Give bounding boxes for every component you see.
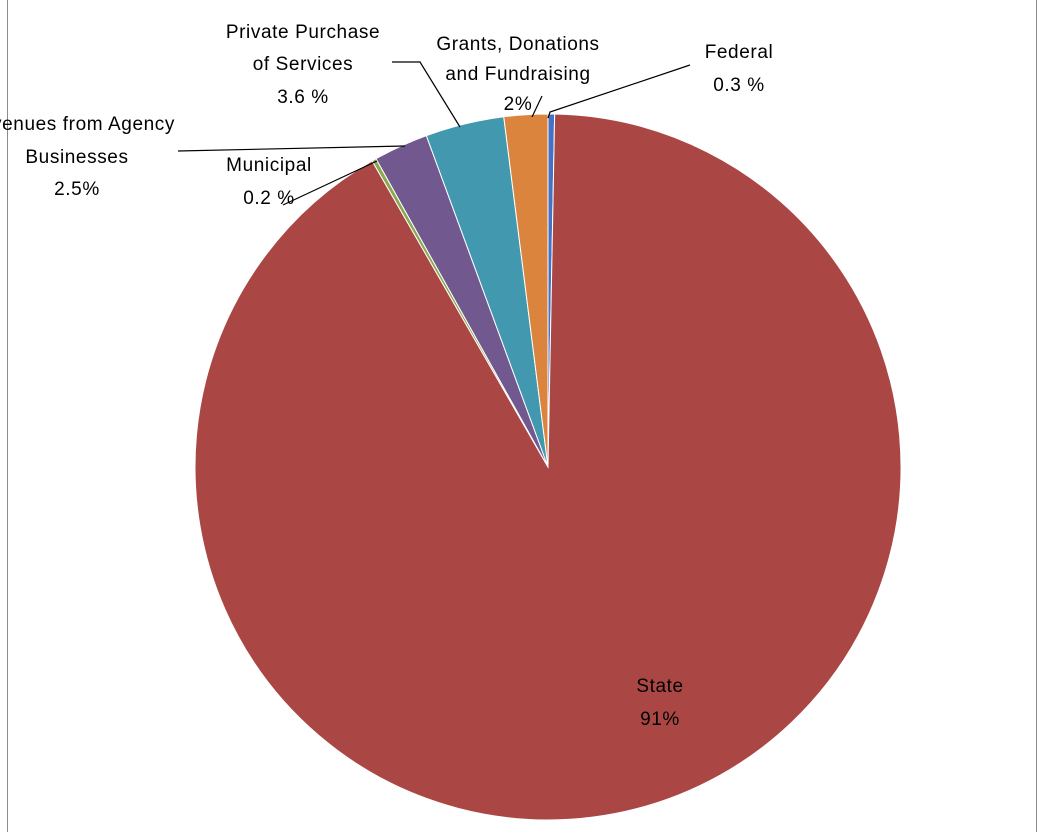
label-agency-name: Revenues from Agency (0, 114, 175, 135)
slice-labels: Federal 0.3 % State 91% Municipal 0.2 % … (0, 22, 773, 730)
pie-slice-grants-donations-and-fundraising (503, 113, 549, 468)
leader-line-private (392, 61, 461, 128)
label-municipal-name: Municipal (226, 155, 312, 176)
label-grants-value: 2% (504, 94, 533, 115)
leader-line-agency (177, 145, 406, 152)
leader-line-municipal (282, 160, 378, 206)
leader-line-grants (531, 95, 543, 118)
label-agency-name-line2: Businesses (25, 147, 128, 168)
label-grants-name-line2: and Fundraising (445, 64, 590, 85)
label-federal-name: Federal (705, 42, 774, 63)
label-federal-value: 0.3 % (713, 75, 765, 96)
chart-frame (7, 0, 1037, 832)
label-agency-value: 2.5% (54, 179, 100, 200)
label-private-name-line1: Private Purchase (226, 22, 380, 43)
label-state-name: State (636, 676, 683, 697)
pie-slices (194, 113, 902, 821)
label-grants-name-line1: Grants, Donations (436, 34, 599, 55)
leader-lines (177, 61, 691, 206)
leader-line-federal (547, 64, 691, 119)
label-state-value: 91% (640, 709, 680, 730)
label-municipal-value: 0.2 % (243, 188, 295, 209)
label-private-value: 3.6 % (277, 87, 329, 108)
label-private-name-line2: of Services (253, 54, 354, 75)
